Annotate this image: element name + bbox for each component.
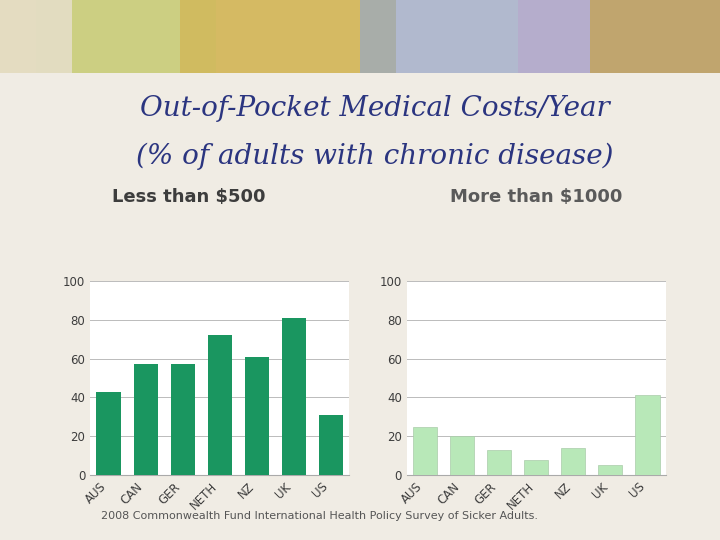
Bar bbox=[450, 436, 474, 475]
Bar bbox=[96, 392, 120, 475]
Bar bbox=[562, 448, 585, 475]
Bar bbox=[524, 460, 549, 475]
Bar bbox=[133, 364, 158, 475]
Bar bbox=[0, 0, 72, 73]
Text: Out-of-Pocket Medical Costs/Year: Out-of-Pocket Medical Costs/Year bbox=[140, 94, 609, 122]
Bar bbox=[180, 0, 360, 73]
Bar bbox=[360, 0, 720, 73]
Text: Less than $500: Less than $500 bbox=[112, 188, 265, 206]
Bar bbox=[207, 335, 232, 475]
Bar bbox=[413, 427, 437, 475]
Bar bbox=[0, 0, 396, 73]
Bar bbox=[171, 364, 194, 475]
Bar bbox=[590, 0, 720, 73]
Bar bbox=[36, 0, 216, 73]
Bar bbox=[487, 450, 511, 475]
Bar bbox=[518, 0, 720, 73]
Text: 2008 Commonwealth Fund International Health Policy Survey of Sicker Adults.: 2008 Commonwealth Fund International Hea… bbox=[101, 511, 538, 521]
Bar bbox=[319, 415, 343, 475]
Bar bbox=[636, 395, 660, 475]
Bar bbox=[245, 356, 269, 475]
Text: More than $1000: More than $1000 bbox=[450, 188, 623, 206]
Text: (% of adults with chronic disease): (% of adults with chronic disease) bbox=[135, 143, 613, 170]
Bar bbox=[598, 465, 623, 475]
Bar bbox=[282, 318, 306, 475]
